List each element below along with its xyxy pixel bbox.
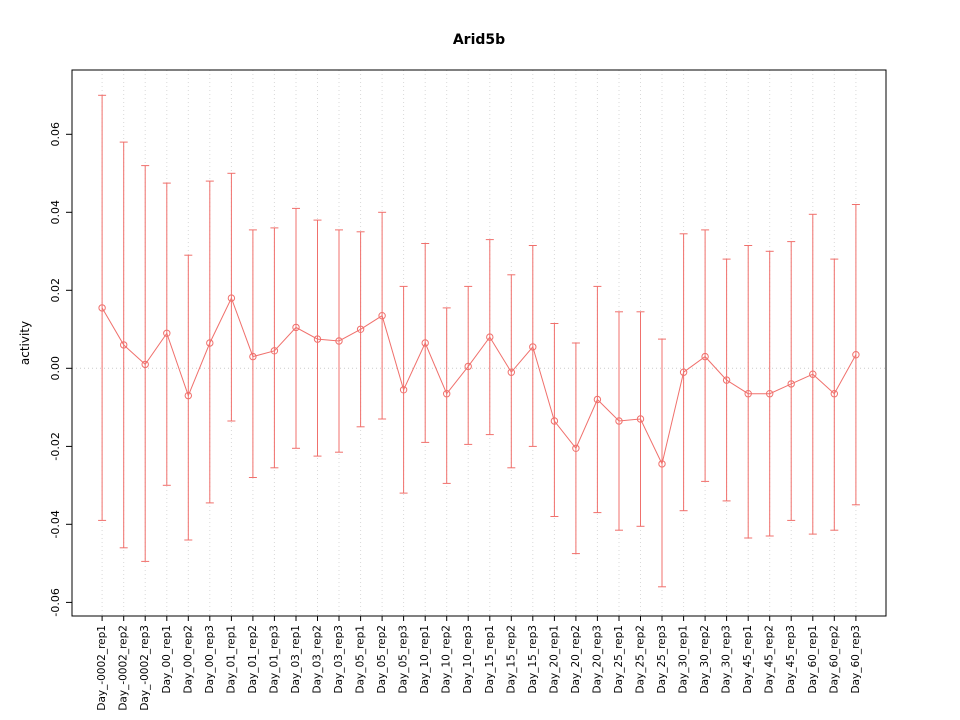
- data-point: [529, 343, 537, 351]
- x-tick-label: Day_30_rep2: [699, 625, 711, 694]
- x-tick-label: Day_03_rep2: [312, 625, 324, 694]
- data-point: [507, 368, 515, 376]
- x-tick-label: Day_10_rep3: [462, 625, 474, 694]
- data-point: [163, 329, 171, 337]
- data-point: [636, 415, 645, 423]
- x-tick-label: Day_01_rep2: [247, 625, 259, 694]
- data-point: [486, 333, 494, 341]
- x-tick-label: Day_30_rep3: [721, 625, 733, 694]
- data-point: [141, 360, 149, 369]
- y-tick-label: 0.02: [49, 278, 62, 303]
- data-point: [206, 339, 214, 347]
- x-tick-label: Day_60_rep1: [807, 625, 819, 694]
- x-tick-label: Day_05_rep2: [376, 625, 388, 694]
- x-tick-label: Day_25_rep3: [656, 625, 668, 694]
- y-tick-label: -0.04: [49, 510, 62, 538]
- data-point: [809, 370, 817, 378]
- data-point: [399, 386, 408, 394]
- data-point: [184, 391, 193, 400]
- data-point: [249, 352, 257, 361]
- data-point: [421, 339, 429, 347]
- x-tick-label: Day_25_rep2: [635, 625, 647, 694]
- data-point: [593, 395, 602, 404]
- x-tick-label: Day_00_rep1: [161, 625, 173, 694]
- x-tick-label: Day_20_rep3: [591, 625, 603, 694]
- data-point: [658, 460, 666, 468]
- data-point: [313, 335, 322, 343]
- data-point: [572, 444, 580, 452]
- y-tick-label: -0.06: [49, 588, 62, 616]
- x-tick-label: Day_01_rep3: [268, 625, 280, 694]
- data-point: [852, 351, 860, 359]
- data-point: [378, 312, 386, 320]
- x-tick-label: Day_45_rep3: [785, 625, 797, 694]
- x-tick-label: Day_10_rep1: [419, 625, 431, 694]
- x-tick-label: Day_45_rep2: [764, 625, 776, 694]
- data-point: [464, 362, 472, 371]
- x-tick-label: Day_-0002_rep1: [96, 625, 108, 711]
- x-tick-label: Day_60_rep3: [850, 625, 862, 694]
- x-tick-label: Day_05_rep1: [355, 625, 367, 694]
- x-tick-label: Day_00_rep3: [204, 625, 216, 694]
- x-tick-label: Day_10_rep2: [441, 625, 453, 694]
- data-point: [550, 417, 559, 425]
- x-tick-label: Day_45_rep1: [742, 625, 754, 694]
- x-tick-label: Day_-0002_rep3: [139, 625, 151, 711]
- x-tick-label: Day_03_rep1: [290, 625, 302, 694]
- x-tick-label: Day_15_rep3: [527, 625, 539, 694]
- y-tick-label: 0.00: [49, 356, 62, 381]
- x-tick-label: Day_15_rep2: [505, 625, 517, 694]
- plot-border: [71, 69, 887, 617]
- x-tick-label: Day_20_rep2: [570, 625, 582, 694]
- x-tick-label: Day_01_rep1: [225, 625, 237, 694]
- data-point: [787, 380, 795, 388]
- chart-title: Arid5b: [452, 32, 506, 48]
- x-tick-label: Day_20_rep1: [548, 625, 560, 694]
- x-tick-label: Day_00_rep2: [182, 625, 194, 694]
- x-tick-label: Day_60_rep2: [828, 625, 840, 694]
- x-tick-label: Day_05_rep3: [398, 625, 410, 694]
- data-point: [356, 325, 365, 333]
- y-tick-label: -0.02: [49, 432, 62, 460]
- y-tick-label: 0.06: [49, 122, 62, 147]
- data-point: [679, 368, 688, 376]
- data-point: [292, 323, 300, 332]
- data-point: [766, 390, 774, 398]
- x-tick-label: Day_03_rep3: [333, 625, 345, 694]
- y-tick-label: 0.04: [49, 200, 62, 225]
- x-tick-label: Day_25_rep1: [613, 625, 625, 694]
- data-point: [98, 304, 106, 312]
- data-point: [335, 337, 343, 345]
- data-point: [443, 390, 451, 398]
- x-tick-label: Day_15_rep1: [484, 625, 496, 694]
- x-tick-label: Day_30_rep1: [678, 625, 690, 694]
- x-tick-label: Day_-0002_rep2: [118, 625, 130, 711]
- data-point: [830, 390, 838, 398]
- series-line: [101, 296, 857, 466]
- data-point: [120, 341, 128, 349]
- data-point: [270, 347, 279, 355]
- data-point: [615, 417, 623, 425]
- data-point: [227, 294, 236, 302]
- data-point: [701, 352, 709, 361]
- data-point: [744, 390, 752, 398]
- data-point: [722, 376, 731, 384]
